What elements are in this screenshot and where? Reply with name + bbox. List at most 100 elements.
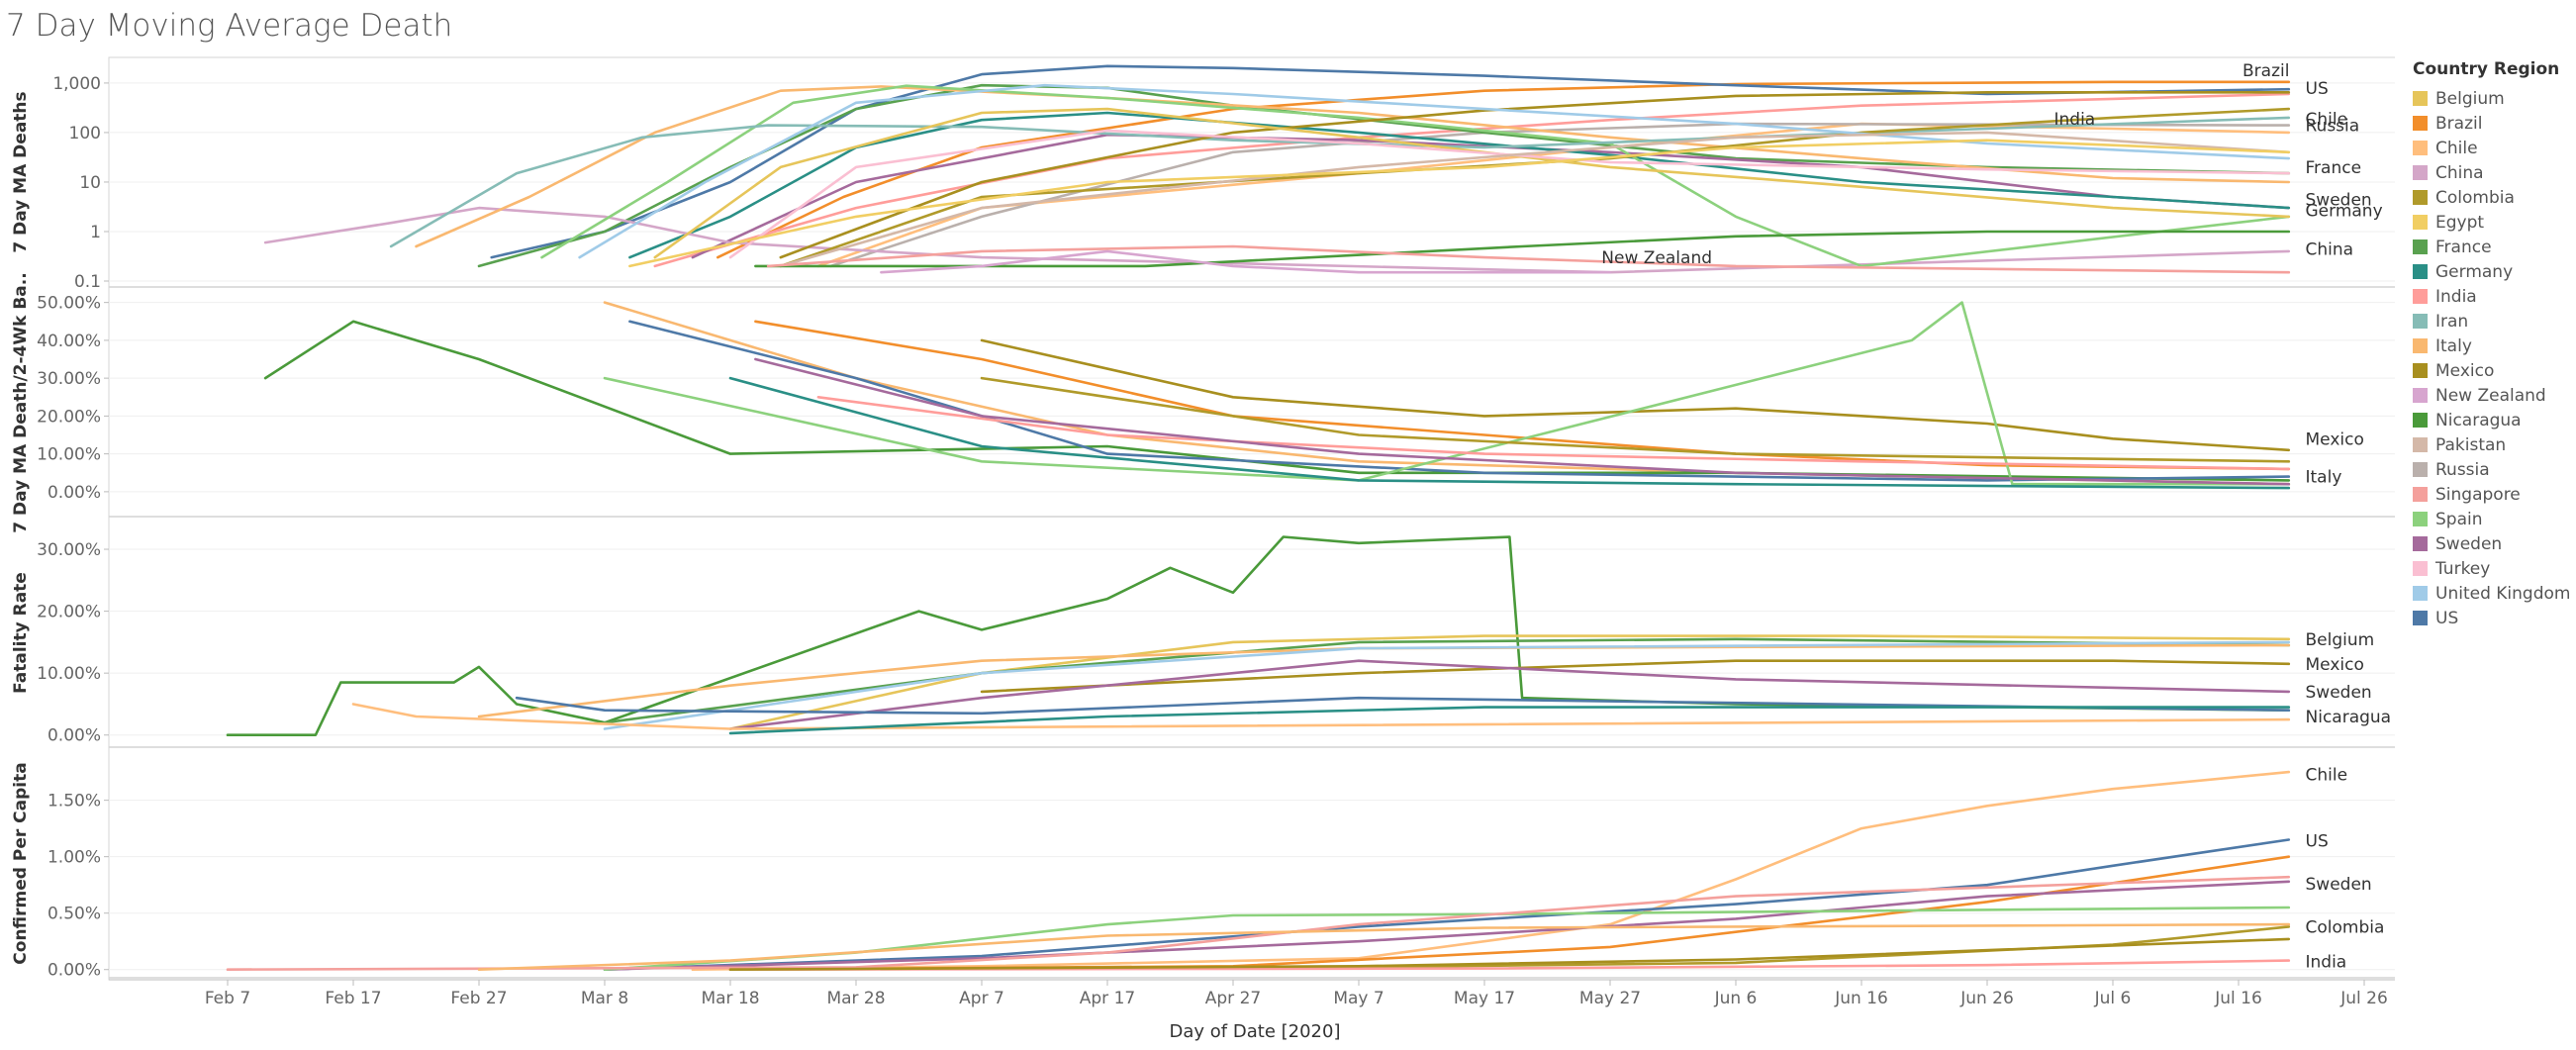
- series-group: [226, 770, 2291, 972]
- y-tick-label: 50.00%: [37, 294, 101, 314]
- y-axis-title: Fatality Rate: [11, 572, 31, 694]
- legend-item-spain[interactable]: Spain: [2413, 507, 2576, 531]
- series-line-spain: [540, 84, 2291, 268]
- y-tick-label: 100: [69, 124, 101, 143]
- legend-item-colombia[interactable]: Colombia: [2413, 185, 2576, 210]
- series-line-brazil: [716, 80, 2291, 259]
- legend-item-pakistan[interactable]: Pakistan: [2413, 432, 2576, 457]
- legend-item-brazil[interactable]: Brazil: [2413, 111, 2576, 136]
- x-tick-label: Jul 6: [2094, 989, 2132, 1008]
- panel-3: 0.00% 10.00% 20.00% 30.00% Fatality Rate Belg…: [11, 535, 2395, 748]
- y-tick-label: 30.00%: [37, 369, 101, 389]
- series-line-singapore: [766, 244, 2291, 274]
- legend-swatch: [2413, 487, 2428, 502]
- series-line-us: [515, 696, 2291, 716]
- line-label: Sweden: [2306, 875, 2372, 895]
- legend-item-sweden[interactable]: Sweden: [2413, 531, 2576, 556]
- legend-item-new-zealand[interactable]: New Zealand: [2413, 383, 2576, 408]
- y-axis-title: 7 Day MA Death/2-4Wk Ba..: [11, 272, 31, 532]
- legend-swatch: [2413, 91, 2428, 106]
- y-tick-label: 0.00%: [48, 483, 101, 503]
- legend-item-us[interactable]: US: [2413, 606, 2576, 630]
- series-line-germany: [728, 376, 2291, 490]
- legend-item-france[interactable]: France: [2413, 235, 2576, 259]
- legend-label: Mexico: [2435, 360, 2495, 381]
- series-group: [226, 535, 2291, 737]
- series-line-us: [603, 838, 2291, 972]
- legend-item-belgium[interactable]: Belgium: [2413, 86, 2576, 111]
- y-tick-label: 10: [79, 173, 101, 193]
- legend-label: Colombia: [2435, 187, 2515, 208]
- line-label: Mexico: [2306, 655, 2364, 675]
- x-tick-label: Mar 18: [701, 989, 759, 1008]
- series-line-singapore: [226, 875, 2291, 972]
- line-label: China: [2306, 239, 2354, 259]
- legend-item-united-kingdom[interactable]: United Kingdom: [2413, 581, 2576, 606]
- legend-item-chile[interactable]: Chile: [2413, 136, 2576, 160]
- x-tick-label: Jul 16: [2214, 989, 2262, 1008]
- x-tick-label: Feb 27: [450, 989, 507, 1008]
- legend-item-russia[interactable]: Russia: [2413, 457, 2576, 482]
- panel-4: 0.00% 0.50% 1.00% 1.50% Confirmed Per Capita…: [11, 762, 2395, 981]
- line-label: France: [2306, 158, 2362, 178]
- legend-label: United Kingdom: [2435, 583, 2571, 604]
- x-tick-label: Jul 26: [2339, 989, 2388, 1008]
- legend-label: Iran: [2435, 311, 2469, 332]
- series-line-germany: [728, 706, 2291, 735]
- x-tick-label: May 27: [1579, 989, 1641, 1008]
- legend-item-mexico[interactable]: Mexico: [2413, 358, 2576, 383]
- series-line-turkey: [728, 129, 2291, 259]
- y-tick-label: 1.50%: [48, 792, 101, 811]
- plot-frame: [108, 56, 2395, 981]
- legend-item-egypt[interactable]: Egypt: [2413, 210, 2576, 235]
- legend-label: Nicaragua: [2435, 410, 2522, 430]
- legend-swatch: [2413, 338, 2428, 353]
- line-label: US: [2306, 832, 2329, 852]
- legend-swatch: [2413, 413, 2428, 428]
- legend-item-nicaragua[interactable]: Nicaragua: [2413, 408, 2576, 432]
- legend-swatch: [2413, 388, 2428, 403]
- legend-swatch: [2413, 536, 2428, 551]
- x-axis-title: Day of Date [2020]: [1170, 1021, 1341, 1042]
- line-label: Belgium: [2306, 630, 2375, 650]
- legend-label: Belgium: [2435, 88, 2505, 109]
- legend-item-iran[interactable]: Iran: [2413, 309, 2576, 334]
- line-label: Russia: [2306, 117, 2360, 137]
- series-line-india: [728, 959, 2291, 972]
- line-label: Sweden: [2306, 190, 2372, 210]
- series-line-france: [603, 637, 2291, 724]
- y-tick-label: 1,000: [52, 74, 101, 94]
- line-label: Mexico: [2306, 430, 2364, 449]
- chart-area[interactable]: 0.1 1 10 100 1,000 7 Day MA Deaths Brazil US Chi…: [0, 0, 2395, 1050]
- legend-item-singapore[interactable]: Singapore: [2413, 482, 2576, 507]
- legend-label: Turkey: [2435, 558, 2491, 579]
- y-tick-label: 0.00%: [48, 961, 101, 981]
- series-line-belgium: [728, 634, 2291, 730]
- y-axis-title: 7 Day MA Deaths: [11, 91, 31, 252]
- legend-swatch: [2413, 141, 2428, 155]
- series-line-us: [628, 320, 2291, 482]
- y-tick-label: 1.00%: [48, 848, 101, 868]
- legend-swatch: [2413, 215, 2428, 230]
- series-line-chile: [691, 770, 2291, 972]
- legend-item-germany[interactable]: Germany: [2413, 259, 2576, 284]
- line-label: Germany: [2306, 201, 2383, 221]
- legend-items: Belgium Brazil Chile China Colombia Egypt Fran…: [2413, 86, 2576, 630]
- legend-label: Brazil: [2435, 113, 2483, 134]
- legend-item-turkey[interactable]: Turkey: [2413, 556, 2576, 581]
- series-line-sweden: [728, 659, 2291, 730]
- series-line-nicaragua: [263, 320, 2291, 482]
- line-label: Brazil: [2242, 61, 2289, 81]
- legend-item-china[interactable]: China: [2413, 160, 2576, 185]
- y-tick-label: 10.00%: [37, 664, 101, 684]
- legend: Country Region Belgium Brazil Chile China Co…: [2413, 59, 2576, 630]
- legend-item-india[interactable]: India: [2413, 284, 2576, 309]
- x-tick-label: Apr 7: [959, 989, 1004, 1008]
- y-tick-label: 20.00%: [37, 407, 101, 427]
- panel-1: 0.1 1 10 100 1,000 7 Day MA Deaths Brazil US Chi…: [11, 61, 2395, 292]
- legend-label: France: [2435, 237, 2492, 257]
- legend-item-italy[interactable]: Italy: [2413, 334, 2576, 358]
- series-line-spain: [603, 301, 2291, 486]
- series-line-mexico: [779, 91, 2291, 259]
- series-line-italy: [477, 922, 2291, 972]
